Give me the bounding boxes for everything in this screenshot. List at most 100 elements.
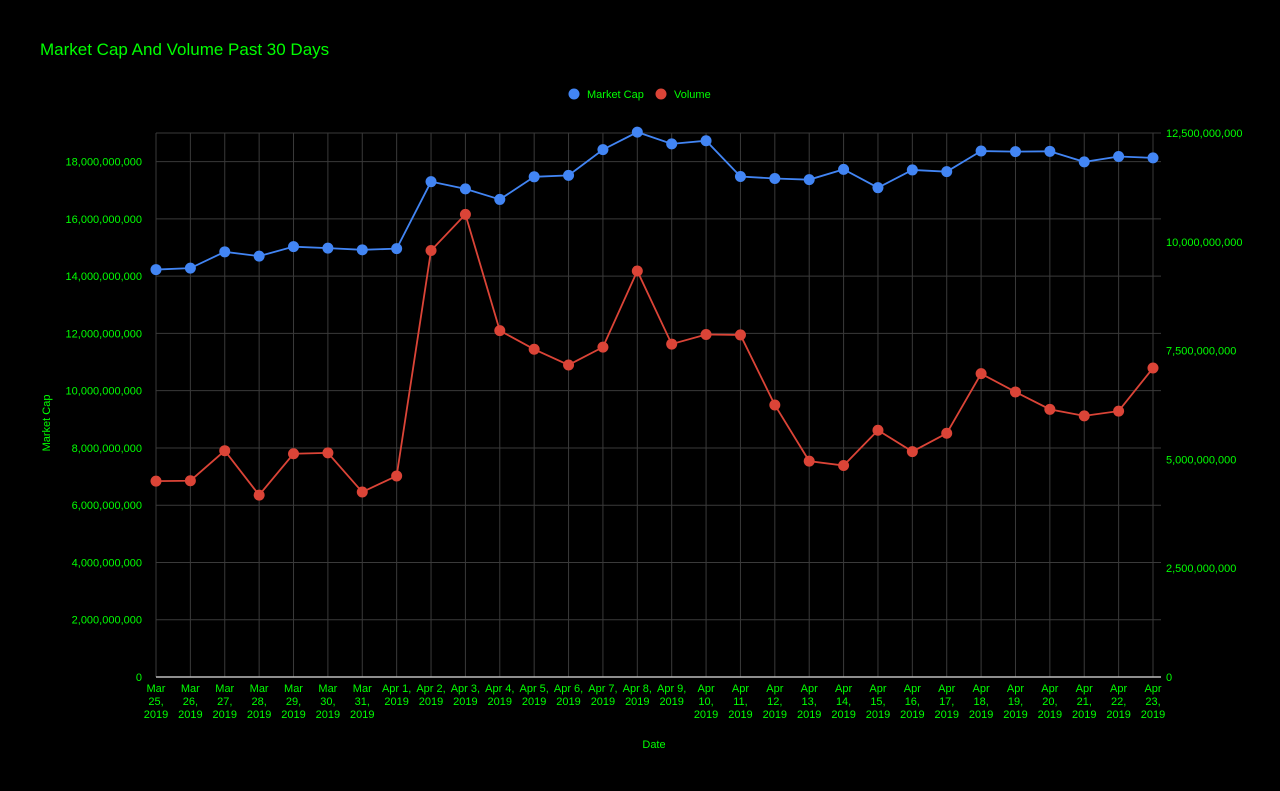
data-point-market-cap[interactable] xyxy=(631,126,643,138)
data-point-volume[interactable] xyxy=(288,448,300,460)
data-point-volume[interactable] xyxy=(838,459,850,471)
data-point-market-cap[interactable] xyxy=(666,138,678,150)
x-tick-label: Apr 8, 2019 xyxy=(623,683,652,708)
data-point-market-cap[interactable] xyxy=(459,183,471,195)
y-tick-label: 0 xyxy=(136,672,142,684)
x-tick-label: Apr 16, 2019 xyxy=(900,683,924,721)
data-point-volume[interactable] xyxy=(700,328,712,340)
x-tick-label: Apr 21, 2019 xyxy=(1072,683,1096,721)
y-tick-label: 14,000,000,000 xyxy=(66,271,142,283)
data-point-volume[interactable] xyxy=(769,399,781,411)
y2-tick-label: 10,000,000,000 xyxy=(1166,237,1242,249)
data-point-market-cap[interactable] xyxy=(494,193,506,205)
data-point-volume[interactable] xyxy=(494,325,506,337)
y-tick-label: 10,000,000,000 xyxy=(66,386,142,398)
data-point-market-cap[interactable] xyxy=(528,171,540,183)
x-tick-label: Apr 11, 2019 xyxy=(728,683,752,721)
x-tick-label: Mar 30, 2019 xyxy=(316,683,340,721)
x-tick-label: Apr 18, 2019 xyxy=(969,683,993,721)
data-point-volume[interactable] xyxy=(1147,362,1159,374)
x-tick-label: Mar 25, 2019 xyxy=(144,683,168,721)
y-tick-label: 16,000,000,000 xyxy=(66,214,142,226)
data-point-volume[interactable] xyxy=(150,475,162,487)
data-point-market-cap[interactable] xyxy=(769,173,781,185)
x-tick-label: Apr 7, 2019 xyxy=(588,683,617,708)
data-point-volume[interactable] xyxy=(356,486,368,498)
data-point-market-cap[interactable] xyxy=(253,250,265,262)
y-tick-label: 6,000,000,000 xyxy=(72,500,142,512)
y-axis-title: Market Cap xyxy=(41,395,53,452)
data-point-market-cap[interactable] xyxy=(803,174,815,186)
chart-title: Market Cap And Volume Past 30 Days xyxy=(40,40,330,59)
data-point-market-cap[interactable] xyxy=(906,164,918,176)
data-point-market-cap[interactable] xyxy=(975,145,987,157)
x-tick-label: Mar 28, 2019 xyxy=(247,683,271,721)
data-point-volume[interactable] xyxy=(1113,405,1125,417)
data-point-volume[interactable] xyxy=(253,489,265,501)
x-tick-label: Apr 20, 2019 xyxy=(1038,683,1062,721)
data-point-market-cap[interactable] xyxy=(1044,145,1056,157)
data-point-volume[interactable] xyxy=(666,338,678,350)
data-point-volume[interactable] xyxy=(975,368,987,380)
data-point-volume[interactable] xyxy=(322,447,334,459)
x-tick-label: Mar 26, 2019 xyxy=(178,683,202,721)
data-point-market-cap[interactable] xyxy=(838,163,850,175)
data-point-market-cap[interactable] xyxy=(872,182,884,194)
data-point-market-cap[interactable] xyxy=(563,169,575,181)
series-line-volume xyxy=(155,212,1154,497)
data-point-volume[interactable] xyxy=(219,445,231,457)
data-point-volume[interactable] xyxy=(528,343,540,355)
data-point-volume[interactable] xyxy=(1078,410,1090,422)
x-tick-label: Apr 15, 2019 xyxy=(866,683,890,721)
data-point-market-cap[interactable] xyxy=(597,144,609,156)
x-tick-label: Apr 10, 2019 xyxy=(694,683,718,721)
data-point-volume[interactable] xyxy=(803,455,815,467)
y2-tick-label: 5,000,000,000 xyxy=(1166,454,1236,466)
data-point-volume[interactable] xyxy=(631,265,643,277)
x-tick-label: Apr 5, 2019 xyxy=(519,683,548,708)
data-point-market-cap[interactable] xyxy=(700,135,712,147)
x-tick-label: Apr 2, 2019 xyxy=(416,683,445,708)
data-point-volume[interactable] xyxy=(906,446,918,458)
legend-label-volume: Volume xyxy=(674,89,711,101)
data-point-market-cap[interactable] xyxy=(734,171,746,183)
data-point-volume[interactable] xyxy=(184,475,196,487)
legend-marker-market-cap xyxy=(568,88,580,100)
data-point-volume[interactable] xyxy=(597,341,609,353)
data-point-market-cap[interactable] xyxy=(425,176,437,188)
data-point-market-cap[interactable] xyxy=(184,262,196,274)
data-point-volume[interactable] xyxy=(459,208,471,220)
data-point-market-cap[interactable] xyxy=(288,241,300,253)
data-point-market-cap[interactable] xyxy=(1078,156,1090,168)
chart-legend: Market Cap Volume xyxy=(568,88,711,101)
x-tick-label: Apr 23, 2019 xyxy=(1141,683,1165,721)
data-point-volume[interactable] xyxy=(941,427,953,439)
data-point-market-cap[interactable] xyxy=(322,242,334,254)
x-tick-label: Apr 22, 2019 xyxy=(1106,683,1130,721)
data-point-market-cap[interactable] xyxy=(1009,146,1021,158)
data-point-market-cap[interactable] xyxy=(1147,152,1159,164)
data-point-market-cap[interactable] xyxy=(391,243,403,255)
x-tick-label: Apr 17, 2019 xyxy=(934,683,958,721)
x-tick-label: Mar 29, 2019 xyxy=(281,683,305,721)
data-point-market-cap[interactable] xyxy=(150,264,162,276)
data-point-market-cap[interactable] xyxy=(356,244,368,256)
x-tick-label: Apr 1, 2019 xyxy=(382,683,411,708)
data-point-market-cap[interactable] xyxy=(1113,150,1125,162)
data-point-market-cap[interactable] xyxy=(219,246,231,258)
data-point-volume[interactable] xyxy=(563,359,575,371)
data-point-volume[interactable] xyxy=(1044,403,1056,415)
data-point-market-cap[interactable] xyxy=(941,166,953,178)
x-tick-label: Apr 12, 2019 xyxy=(763,683,787,721)
y2-tick-label: 12,500,000,000 xyxy=(1166,128,1242,140)
data-point-volume[interactable] xyxy=(872,424,884,436)
y2-tick-label: 2,500,000,000 xyxy=(1166,563,1236,575)
x-tick-label: Mar 27, 2019 xyxy=(213,683,237,721)
data-point-volume[interactable] xyxy=(1009,386,1021,398)
data-point-volume[interactable] xyxy=(391,470,403,482)
series-points xyxy=(150,126,1159,501)
x-tick-label: Apr 6, 2019 xyxy=(554,683,583,708)
data-point-volume[interactable] xyxy=(734,329,746,341)
data-point-volume[interactable] xyxy=(425,245,437,257)
